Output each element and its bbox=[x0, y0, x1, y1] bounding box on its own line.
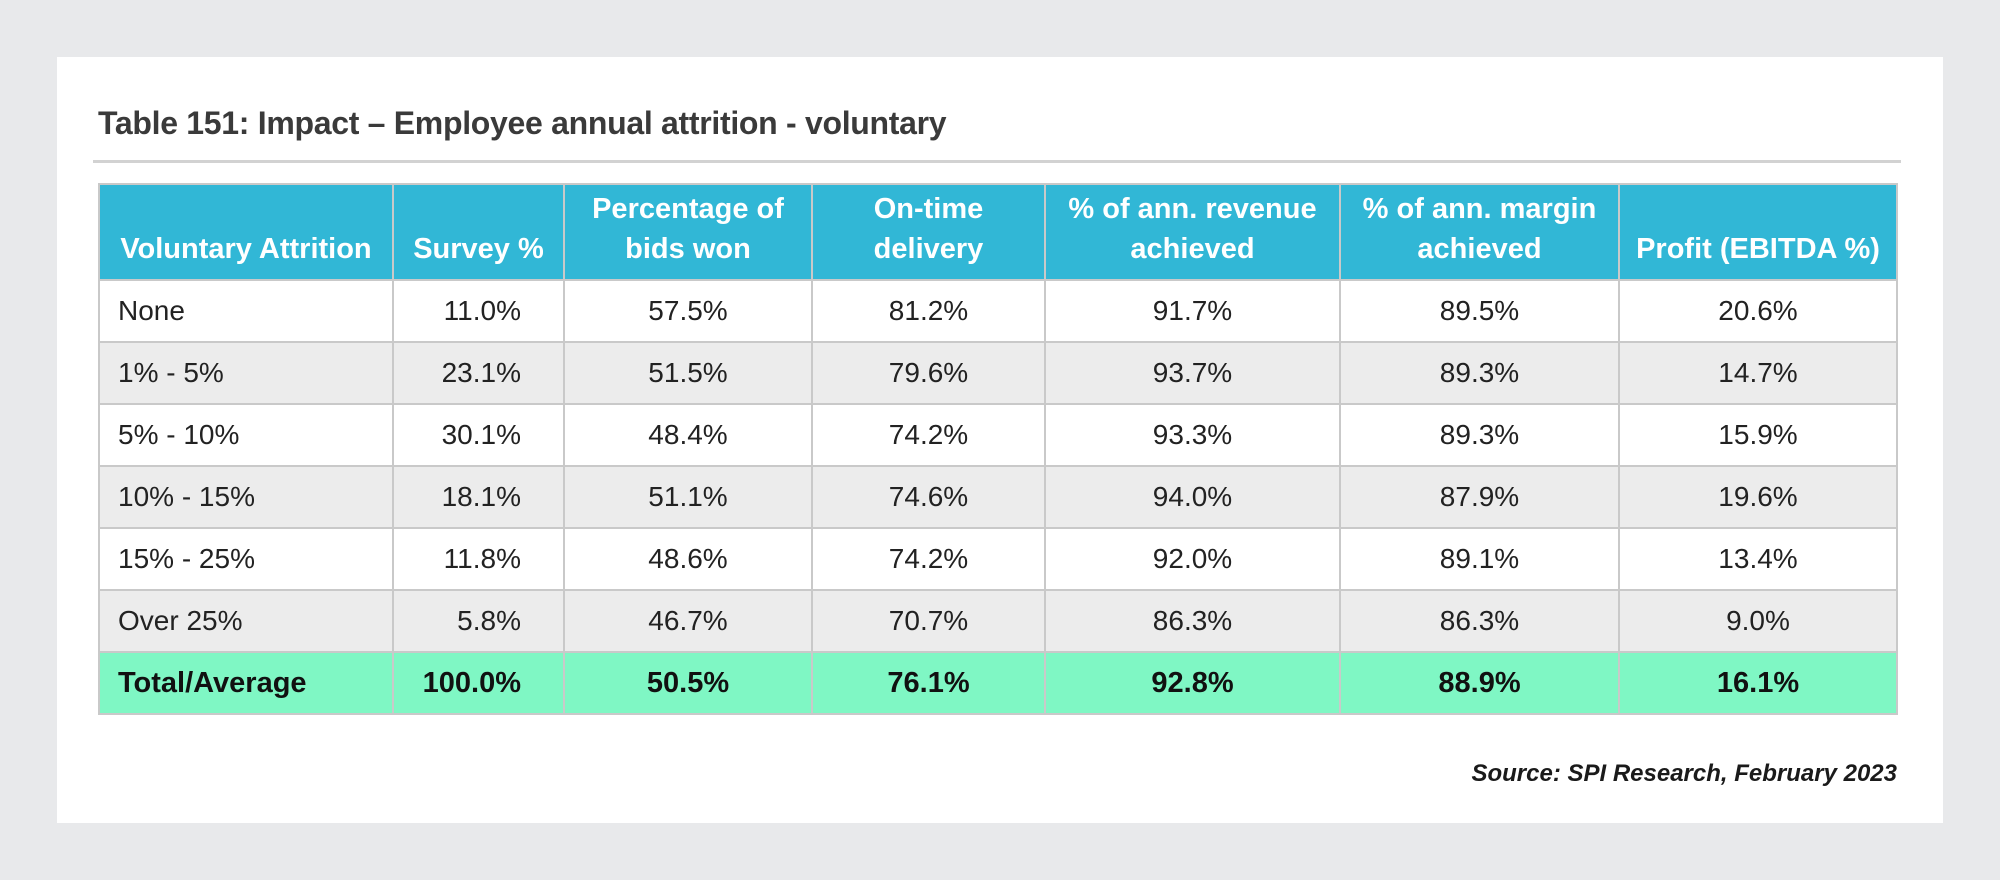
cell-profit-ebitda: 9.0% bbox=[1618, 589, 1898, 653]
cell-bids-won: 51.5% bbox=[563, 341, 813, 405]
cell-profit-ebitda: 14.7% bbox=[1618, 341, 1898, 405]
cell-on-time-delivery: 81.2% bbox=[811, 279, 1046, 343]
col-header-on-time-delivery: On-time delivery bbox=[811, 183, 1046, 281]
cell-profit-ebitda: 15.9% bbox=[1618, 403, 1898, 467]
total-profit-ebitda: 16.1% bbox=[1618, 651, 1898, 715]
cell-survey: 18.1% bbox=[392, 465, 565, 529]
cell-revenue-achieved: 86.3% bbox=[1044, 589, 1341, 653]
cell-margin-achieved: 87.9% bbox=[1339, 465, 1620, 529]
row-label: 15% - 25% bbox=[98, 527, 394, 591]
row-label: 10% - 15% bbox=[98, 465, 394, 529]
cell-survey: 11.0% bbox=[392, 279, 565, 343]
total-bids-won: 50.5% bbox=[563, 651, 813, 715]
cell-margin-achieved: 89.1% bbox=[1339, 527, 1620, 591]
row-label: Over 25% bbox=[98, 589, 394, 653]
table-title: Table 151: Impact – Employee annual attr… bbox=[98, 105, 947, 141]
cell-revenue-achieved: 92.0% bbox=[1044, 527, 1341, 591]
cell-bids-won: 46.7% bbox=[563, 589, 813, 653]
cell-revenue-achieved: 93.3% bbox=[1044, 403, 1341, 467]
cell-bids-won: 48.4% bbox=[563, 403, 813, 467]
cell-on-time-delivery: 74.2% bbox=[811, 403, 1046, 467]
cell-on-time-delivery: 74.2% bbox=[811, 527, 1046, 591]
attrition-table: Voluntary Attrition Survey % Percentage … bbox=[98, 183, 1898, 715]
table-row: 15% - 25% 11.8% 48.6% 74.2% 92.0% 89.1% … bbox=[98, 527, 1898, 591]
cell-on-time-delivery: 70.7% bbox=[811, 589, 1046, 653]
cell-revenue-achieved: 91.7% bbox=[1044, 279, 1341, 343]
table-row: Over 25% 5.8% 46.7% 70.7% 86.3% 86.3% 9.… bbox=[98, 589, 1898, 653]
col-header-profit-ebitda: Profit (EBITDA %) bbox=[1618, 183, 1898, 281]
total-row: Total/Average 100.0% 50.5% 76.1% 92.8% 8… bbox=[98, 651, 1898, 715]
cell-profit-ebitda: 13.4% bbox=[1618, 527, 1898, 591]
cell-profit-ebitda: 20.6% bbox=[1618, 279, 1898, 343]
cell-bids-won: 51.1% bbox=[563, 465, 813, 529]
total-revenue-achieved: 92.8% bbox=[1044, 651, 1341, 715]
table-row: 1% - 5% 23.1% 51.5% 79.6% 93.7% 89.3% 14… bbox=[98, 341, 1898, 405]
cell-survey: 11.8% bbox=[392, 527, 565, 591]
source-note: Source: SPI Research, February 2023 bbox=[1471, 760, 1897, 787]
total-label: Total/Average bbox=[98, 651, 394, 715]
cell-bids-won: 57.5% bbox=[563, 279, 813, 343]
col-header-margin-achieved: % of ann. margin achieved bbox=[1339, 183, 1620, 281]
cell-survey: 30.1% bbox=[392, 403, 565, 467]
table-row: None 11.0% 57.5% 81.2% 91.7% 89.5% 20.6% bbox=[98, 279, 1898, 343]
row-label: 1% - 5% bbox=[98, 341, 394, 405]
cell-on-time-delivery: 74.6% bbox=[811, 465, 1046, 529]
report-card: Table 151: Impact – Employee annual attr… bbox=[57, 57, 1943, 823]
cell-revenue-achieved: 93.7% bbox=[1044, 341, 1341, 405]
cell-profit-ebitda: 19.6% bbox=[1618, 465, 1898, 529]
table-row: 5% - 10% 30.1% 48.4% 74.2% 93.3% 89.3% 1… bbox=[98, 403, 1898, 467]
cell-margin-achieved: 89.5% bbox=[1339, 279, 1620, 343]
cell-on-time-delivery: 79.6% bbox=[811, 341, 1046, 405]
cell-bids-won: 48.6% bbox=[563, 527, 813, 591]
col-header-survey: Survey % bbox=[392, 183, 565, 281]
cell-margin-achieved: 89.3% bbox=[1339, 403, 1620, 467]
title-divider bbox=[93, 160, 1901, 163]
cell-revenue-achieved: 94.0% bbox=[1044, 465, 1341, 529]
cell-survey: 23.1% bbox=[392, 341, 565, 405]
cell-survey: 5.8% bbox=[392, 589, 565, 653]
total-on-time-delivery: 76.1% bbox=[811, 651, 1046, 715]
total-survey: 100.0% bbox=[392, 651, 565, 715]
col-header-revenue-achieved: % of ann. revenue achieved bbox=[1044, 183, 1341, 281]
header-row: Voluntary Attrition Survey % Percentage … bbox=[98, 183, 1898, 281]
col-header-bids-won: Percentage of bids won bbox=[563, 183, 813, 281]
cell-margin-achieved: 86.3% bbox=[1339, 589, 1620, 653]
table-row: 10% - 15% 18.1% 51.1% 74.6% 94.0% 87.9% … bbox=[98, 465, 1898, 529]
cell-margin-achieved: 89.3% bbox=[1339, 341, 1620, 405]
total-margin-achieved: 88.9% bbox=[1339, 651, 1620, 715]
row-label: 5% - 10% bbox=[98, 403, 394, 467]
col-header-voluntary-attrition: Voluntary Attrition bbox=[98, 183, 394, 281]
row-label: None bbox=[98, 279, 394, 343]
